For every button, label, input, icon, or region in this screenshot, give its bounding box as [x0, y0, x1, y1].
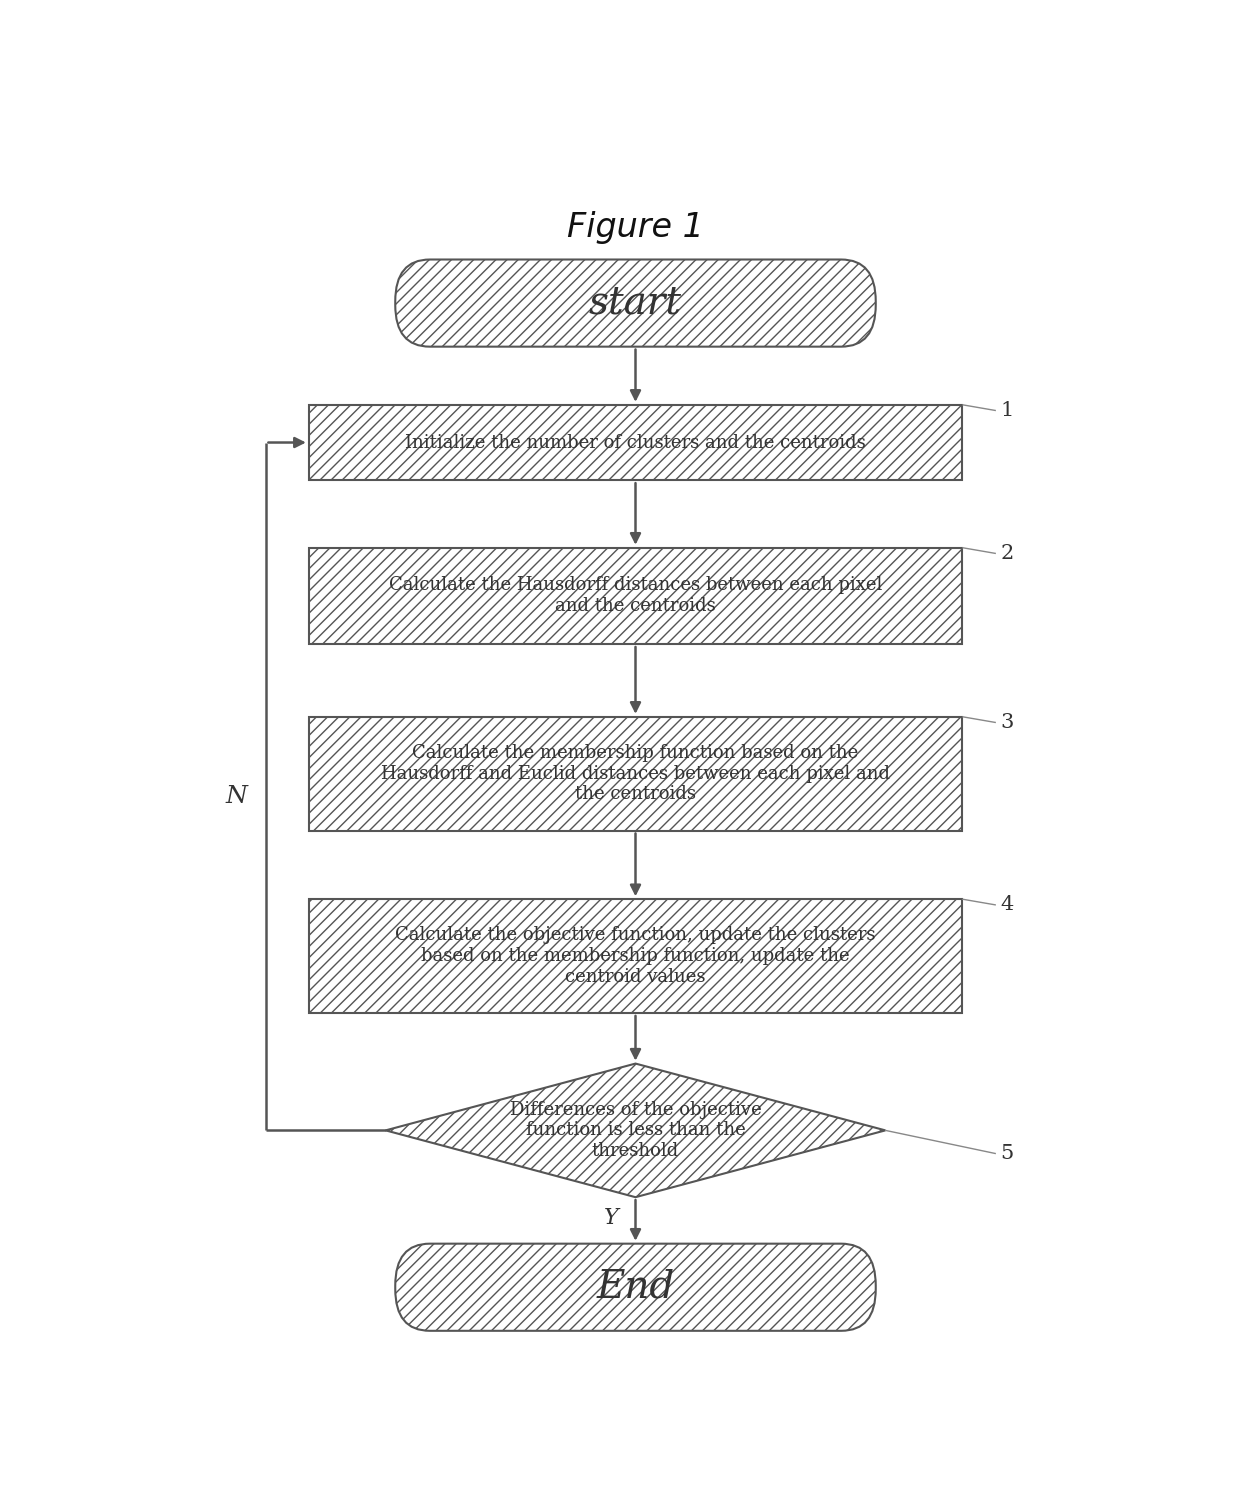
Text: Calculate the membership function based on the
Hausdorff and Euclid distances be: Calculate the membership function based … [381, 744, 890, 803]
Text: Y: Y [604, 1207, 619, 1228]
Text: 2: 2 [1001, 543, 1014, 563]
Text: Calculate the Hausdorff distances between each pixel
and the centroids: Calculate the Hausdorff distances betwee… [389, 576, 882, 616]
Polygon shape [386, 1064, 885, 1197]
Text: Calculate the objective function, update the clusters
based on the membership fu: Calculate the objective function, update… [396, 927, 875, 985]
Text: 5: 5 [1001, 1144, 1014, 1163]
FancyBboxPatch shape [309, 717, 962, 830]
Text: Differences of the objective
function is less than the
threshold: Differences of the objective function is… [510, 1100, 761, 1160]
FancyBboxPatch shape [309, 548, 962, 644]
Text: 4: 4 [1001, 895, 1014, 914]
Text: End: End [596, 1269, 675, 1305]
Text: Initialize the number of clusters and the centroids: Initialize the number of clusters and th… [405, 433, 866, 451]
Text: start: start [589, 285, 682, 321]
Text: 1: 1 [1001, 401, 1014, 420]
FancyBboxPatch shape [396, 1243, 875, 1331]
Text: N: N [226, 785, 248, 809]
Text: 3: 3 [1001, 714, 1014, 732]
FancyBboxPatch shape [396, 260, 875, 347]
Text: Figure 1: Figure 1 [567, 211, 704, 244]
FancyBboxPatch shape [309, 899, 962, 1013]
FancyBboxPatch shape [309, 404, 962, 480]
